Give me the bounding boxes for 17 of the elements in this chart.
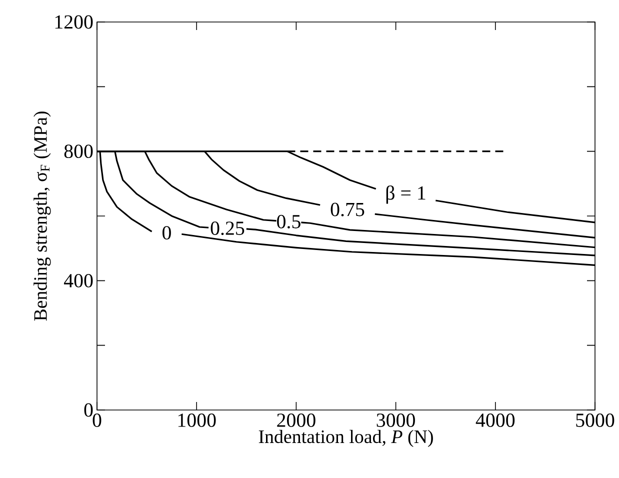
y-axis-title: Bending strength, σ$_{F}$ (MPa) — [34, 112, 51, 321]
x-tick-label: 4000 — [476, 414, 515, 427]
x-tick-label: 5000 — [576, 414, 614, 427]
y-tick-label: 1200 — [55, 15, 93, 29]
series-label: 0 — [162, 226, 171, 240]
series-label: 0.75 — [330, 202, 364, 216]
x-tick-label: 0 — [92, 414, 102, 427]
y-tick-label: 0 — [84, 403, 93, 417]
y-tick-label: 800 — [64, 144, 93, 158]
x-tick-label: 3000 — [376, 414, 415, 427]
y-tick-label: 400 — [64, 274, 93, 288]
series-label: 0.5 — [277, 214, 300, 228]
series-label: 0.25 — [210, 222, 244, 236]
series-label: β = 1 — [386, 186, 426, 204]
x-tick-label: 2000 — [277, 414, 316, 427]
x-tick-label: 1000 — [178, 414, 216, 427]
x-axis-title: Indentation load, P (N) — [258, 430, 433, 447]
